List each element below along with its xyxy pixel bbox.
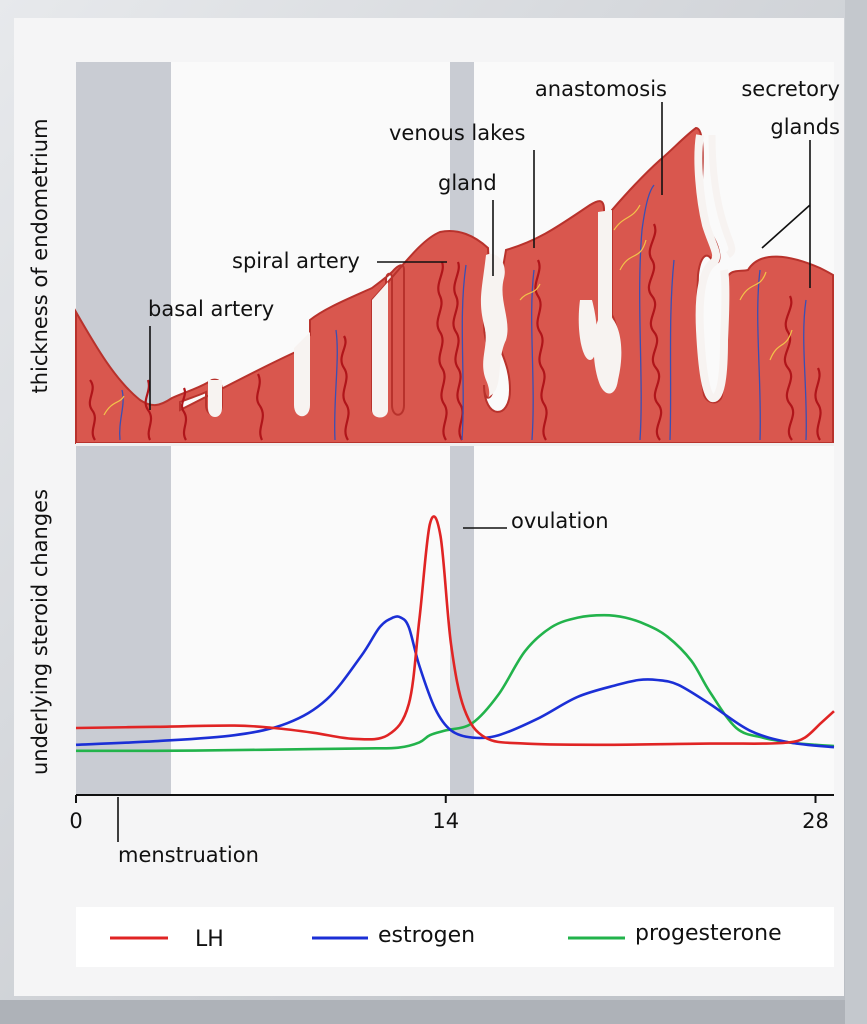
legend-box <box>76 907 834 967</box>
label-basal-artery: basal artery <box>148 297 274 321</box>
secretory-strands <box>103 204 793 416</box>
label-secretory: secretory <box>741 77 840 101</box>
series-line-estrogen <box>75 615 835 749</box>
label-spiral-artery: spiral artery <box>232 249 360 273</box>
leader-secretory-glands <box>761 140 811 288</box>
label-gland: gland <box>438 171 497 195</box>
veins <box>119 184 807 441</box>
frame-bottom-edge <box>0 1000 867 1024</box>
series-line-progesterone <box>75 613 835 753</box>
label-glands: glands <box>770 115 840 139</box>
frame-right-edge <box>845 0 867 1024</box>
label-menstruation: menstruation <box>118 843 259 867</box>
x-tick-label-28: 28 <box>802 809 829 833</box>
venous-lake <box>480 253 508 399</box>
endometrium-illustration <box>75 126 834 444</box>
legend-label-progesterone: progesterone <box>635 921 782 946</box>
gland-lumen <box>294 332 310 417</box>
gland-lumen <box>372 282 388 418</box>
legend: LH estrogen progesterone <box>76 907 834 967</box>
steroid-chart: 0 14 28 <box>69 515 835 833</box>
label-ovulation: ovulation <box>511 509 609 533</box>
legend-label-estrogen: estrogen <box>378 923 475 948</box>
legend-label-lh: LH <box>195 927 224 952</box>
gland-lumen <box>708 134 736 258</box>
gland-lumen <box>578 300 598 360</box>
x-tick-label-0: 0 <box>69 809 82 833</box>
x-tick-label-14: 14 <box>432 809 459 833</box>
spiral-arteries <box>88 223 822 441</box>
y-label-thickness: thickness of endometrium <box>28 118 52 393</box>
series-line-lh <box>75 515 835 747</box>
panel-divider <box>76 443 834 446</box>
gland-lumen <box>694 134 730 402</box>
y-label-steroid: underlying steroid changes <box>28 489 52 775</box>
gland-lumen <box>593 210 622 394</box>
label-venous-lakes: venous lakes <box>389 121 525 145</box>
gland-lumen <box>208 380 222 417</box>
label-anastomosis: anastomosis <box>535 77 667 101</box>
annotation-leaders <box>117 102 811 842</box>
